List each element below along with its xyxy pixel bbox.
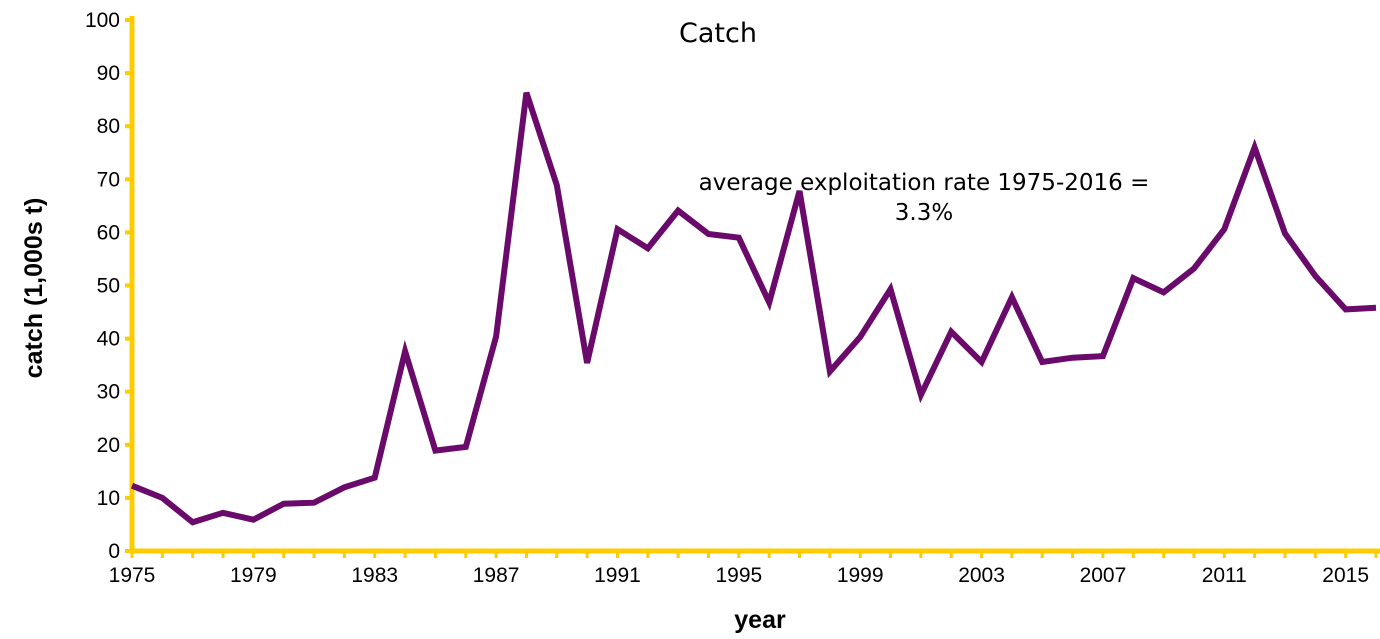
y-tick-label: 20	[97, 434, 120, 457]
annotation-line-1: average exploitation rate 1975-2016 =	[699, 170, 1150, 196]
x-tick-label: 1987	[473, 564, 520, 587]
y-tick-label: 10	[97, 487, 120, 510]
y-tick-label: 60	[97, 221, 120, 244]
x-tick-label: 2015	[1322, 564, 1369, 587]
x-tick-label: 1999	[837, 564, 884, 587]
x-tick-label: 1979	[230, 564, 277, 587]
annotation-line-2: 3.3%	[895, 200, 953, 226]
axes	[125, 16, 1380, 558]
y-tick-label: 0	[108, 540, 120, 563]
y-tick-label: 70	[97, 168, 120, 191]
y-tick-label: 90	[97, 62, 120, 85]
y-tick-label: 30	[97, 381, 120, 404]
x-axis-title: year	[734, 606, 786, 634]
y-tick-label: 50	[97, 275, 120, 298]
x-tick-label: 1975	[109, 564, 156, 587]
x-tick-label: 1991	[594, 564, 641, 587]
x-tick-label: 2007	[1080, 564, 1127, 587]
y-tick-label: 80	[97, 115, 120, 138]
y-tick-label: 40	[97, 328, 120, 351]
y-axis-title: catch (1,000s t)	[20, 198, 48, 379]
x-tick-labels: 1975 1979 1983 1987 1991 1995 1999 2003 2007 2011…	[109, 564, 1369, 587]
x-tick-label: 2011	[1202, 564, 1247, 587]
y-tick-labels: 0 10 20 30 40 50 60 70 80 90 100	[85, 9, 120, 563]
y-tick-label: 100	[85, 9, 120, 32]
x-tick-label: 2003	[958, 564, 1005, 587]
x-tick-label: 1995	[715, 564, 762, 587]
series-line-catch	[130, 91, 1377, 526]
x-tick-label: 1983	[351, 564, 398, 587]
series-group	[130, 91, 1377, 526]
chart-title: Catch	[679, 18, 757, 49]
